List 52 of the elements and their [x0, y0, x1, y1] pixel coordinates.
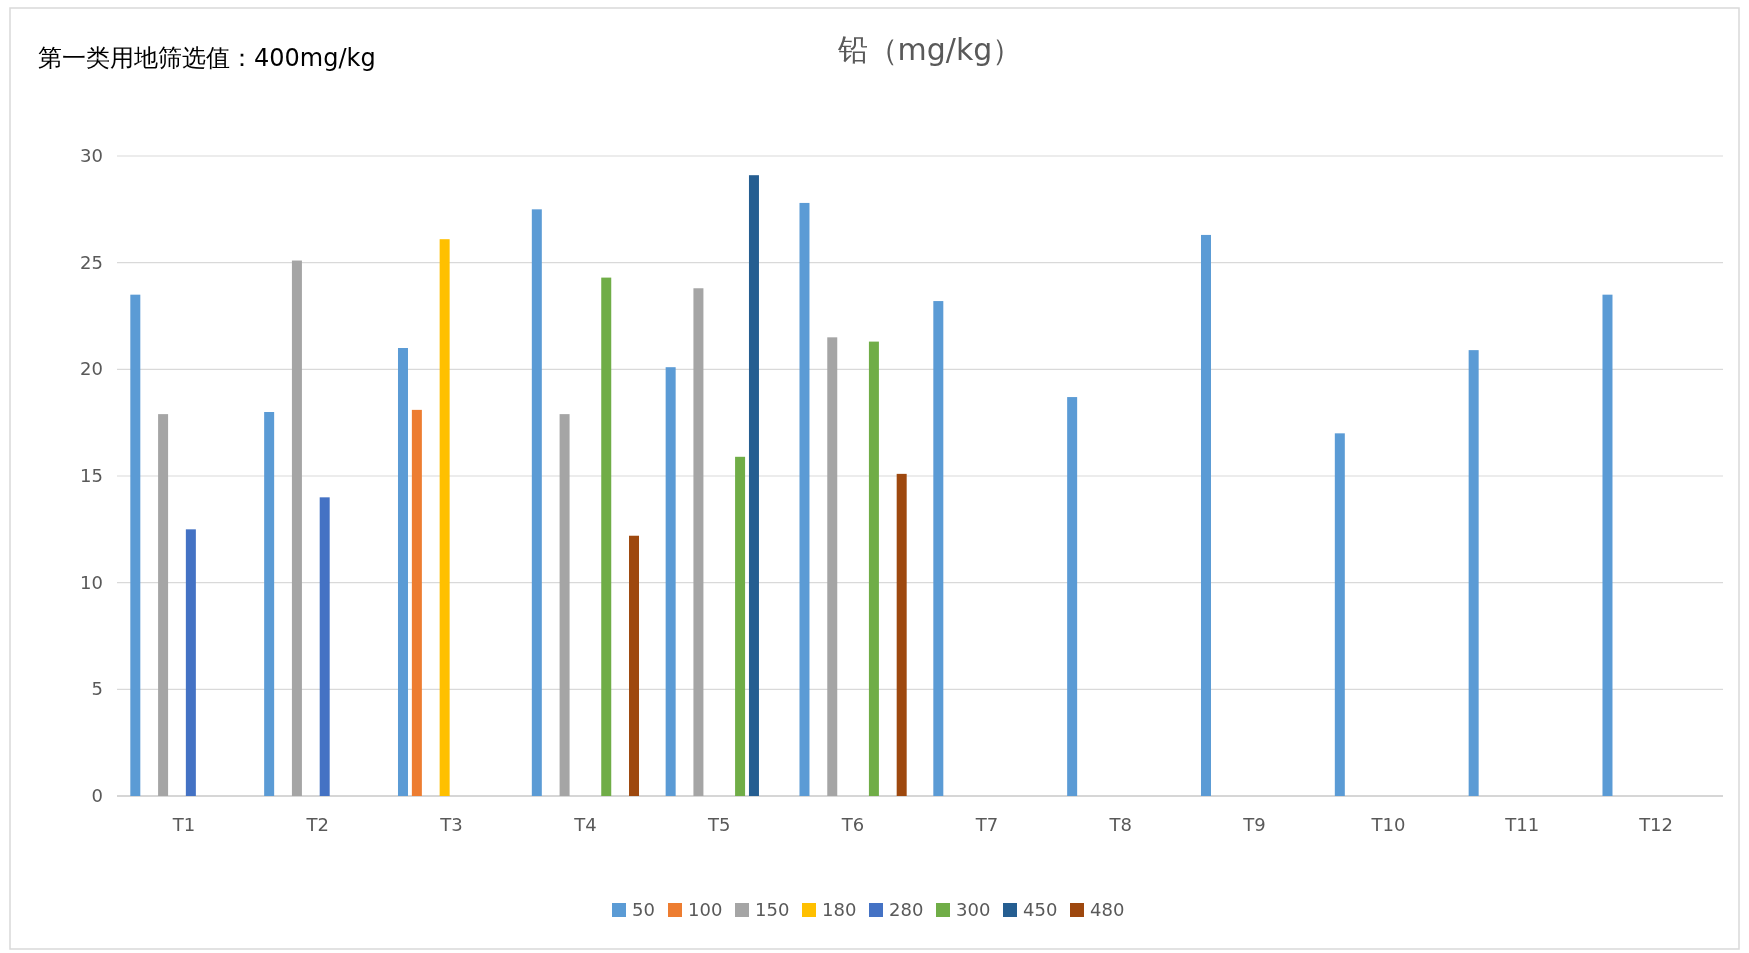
x-tick-label: T7 [974, 814, 999, 835]
legend-label: 50 [632, 899, 655, 920]
text: 第一类用地筛选值：400mg/kg [38, 44, 376, 72]
legend-label: 300 [956, 899, 991, 920]
x-tick-label: T3 [439, 814, 463, 835]
x-tick-label: T4 [573, 814, 597, 835]
bar [1334, 433, 1345, 796]
y-tick-label: 20 [80, 358, 103, 380]
bar [896, 473, 907, 796]
bar [130, 294, 141, 796]
x-tick-label: T12 [1638, 814, 1674, 835]
bar [1067, 397, 1078, 796]
x-tick-label: T1 [171, 814, 196, 835]
legend-label: 480 [1090, 899, 1125, 920]
y-tick-label: 30 [80, 145, 103, 166]
bar [601, 277, 612, 796]
x-tick-label: T5 [707, 814, 731, 835]
legend-label: 100 [688, 899, 723, 920]
x-tick-label: T10 [1370, 814, 1406, 835]
bar [559, 414, 570, 796]
y-tick-label: 0 [91, 785, 103, 806]
legend-label: 150 [755, 899, 790, 920]
x-tick-label: T11 [1504, 814, 1540, 835]
x-tick-label: T8 [1108, 814, 1132, 835]
bar [1602, 294, 1613, 796]
bar [397, 348, 408, 796]
bar [933, 301, 944, 796]
bar [868, 341, 879, 796]
bar [827, 337, 838, 796]
bar [799, 202, 810, 796]
legend-label: 450 [1023, 899, 1058, 920]
bar [629, 535, 640, 796]
bar [1200, 234, 1211, 796]
x-tick-label: T9 [1242, 814, 1266, 835]
x-tick-label: T6 [840, 814, 865, 835]
bar [693, 288, 704, 796]
bar [291, 260, 302, 796]
bar [665, 367, 676, 796]
bar [185, 529, 196, 796]
y-tick-label: 5 [91, 678, 103, 700]
y-tick-label: 15 [80, 465, 103, 486]
y-tick-label: 25 [80, 251, 103, 273]
legend-label: 280 [889, 899, 924, 920]
legend-label: 180 [822, 899, 857, 920]
bar [319, 497, 330, 796]
bar [531, 209, 542, 796]
bar [264, 412, 275, 796]
x-tick-label: T2 [305, 814, 329, 835]
chart-title: 铅（mg/kg） [836, 32, 1023, 67]
bar [158, 414, 169, 796]
y-tick-label: 10 [80, 571, 103, 593]
bar [1468, 350, 1479, 796]
